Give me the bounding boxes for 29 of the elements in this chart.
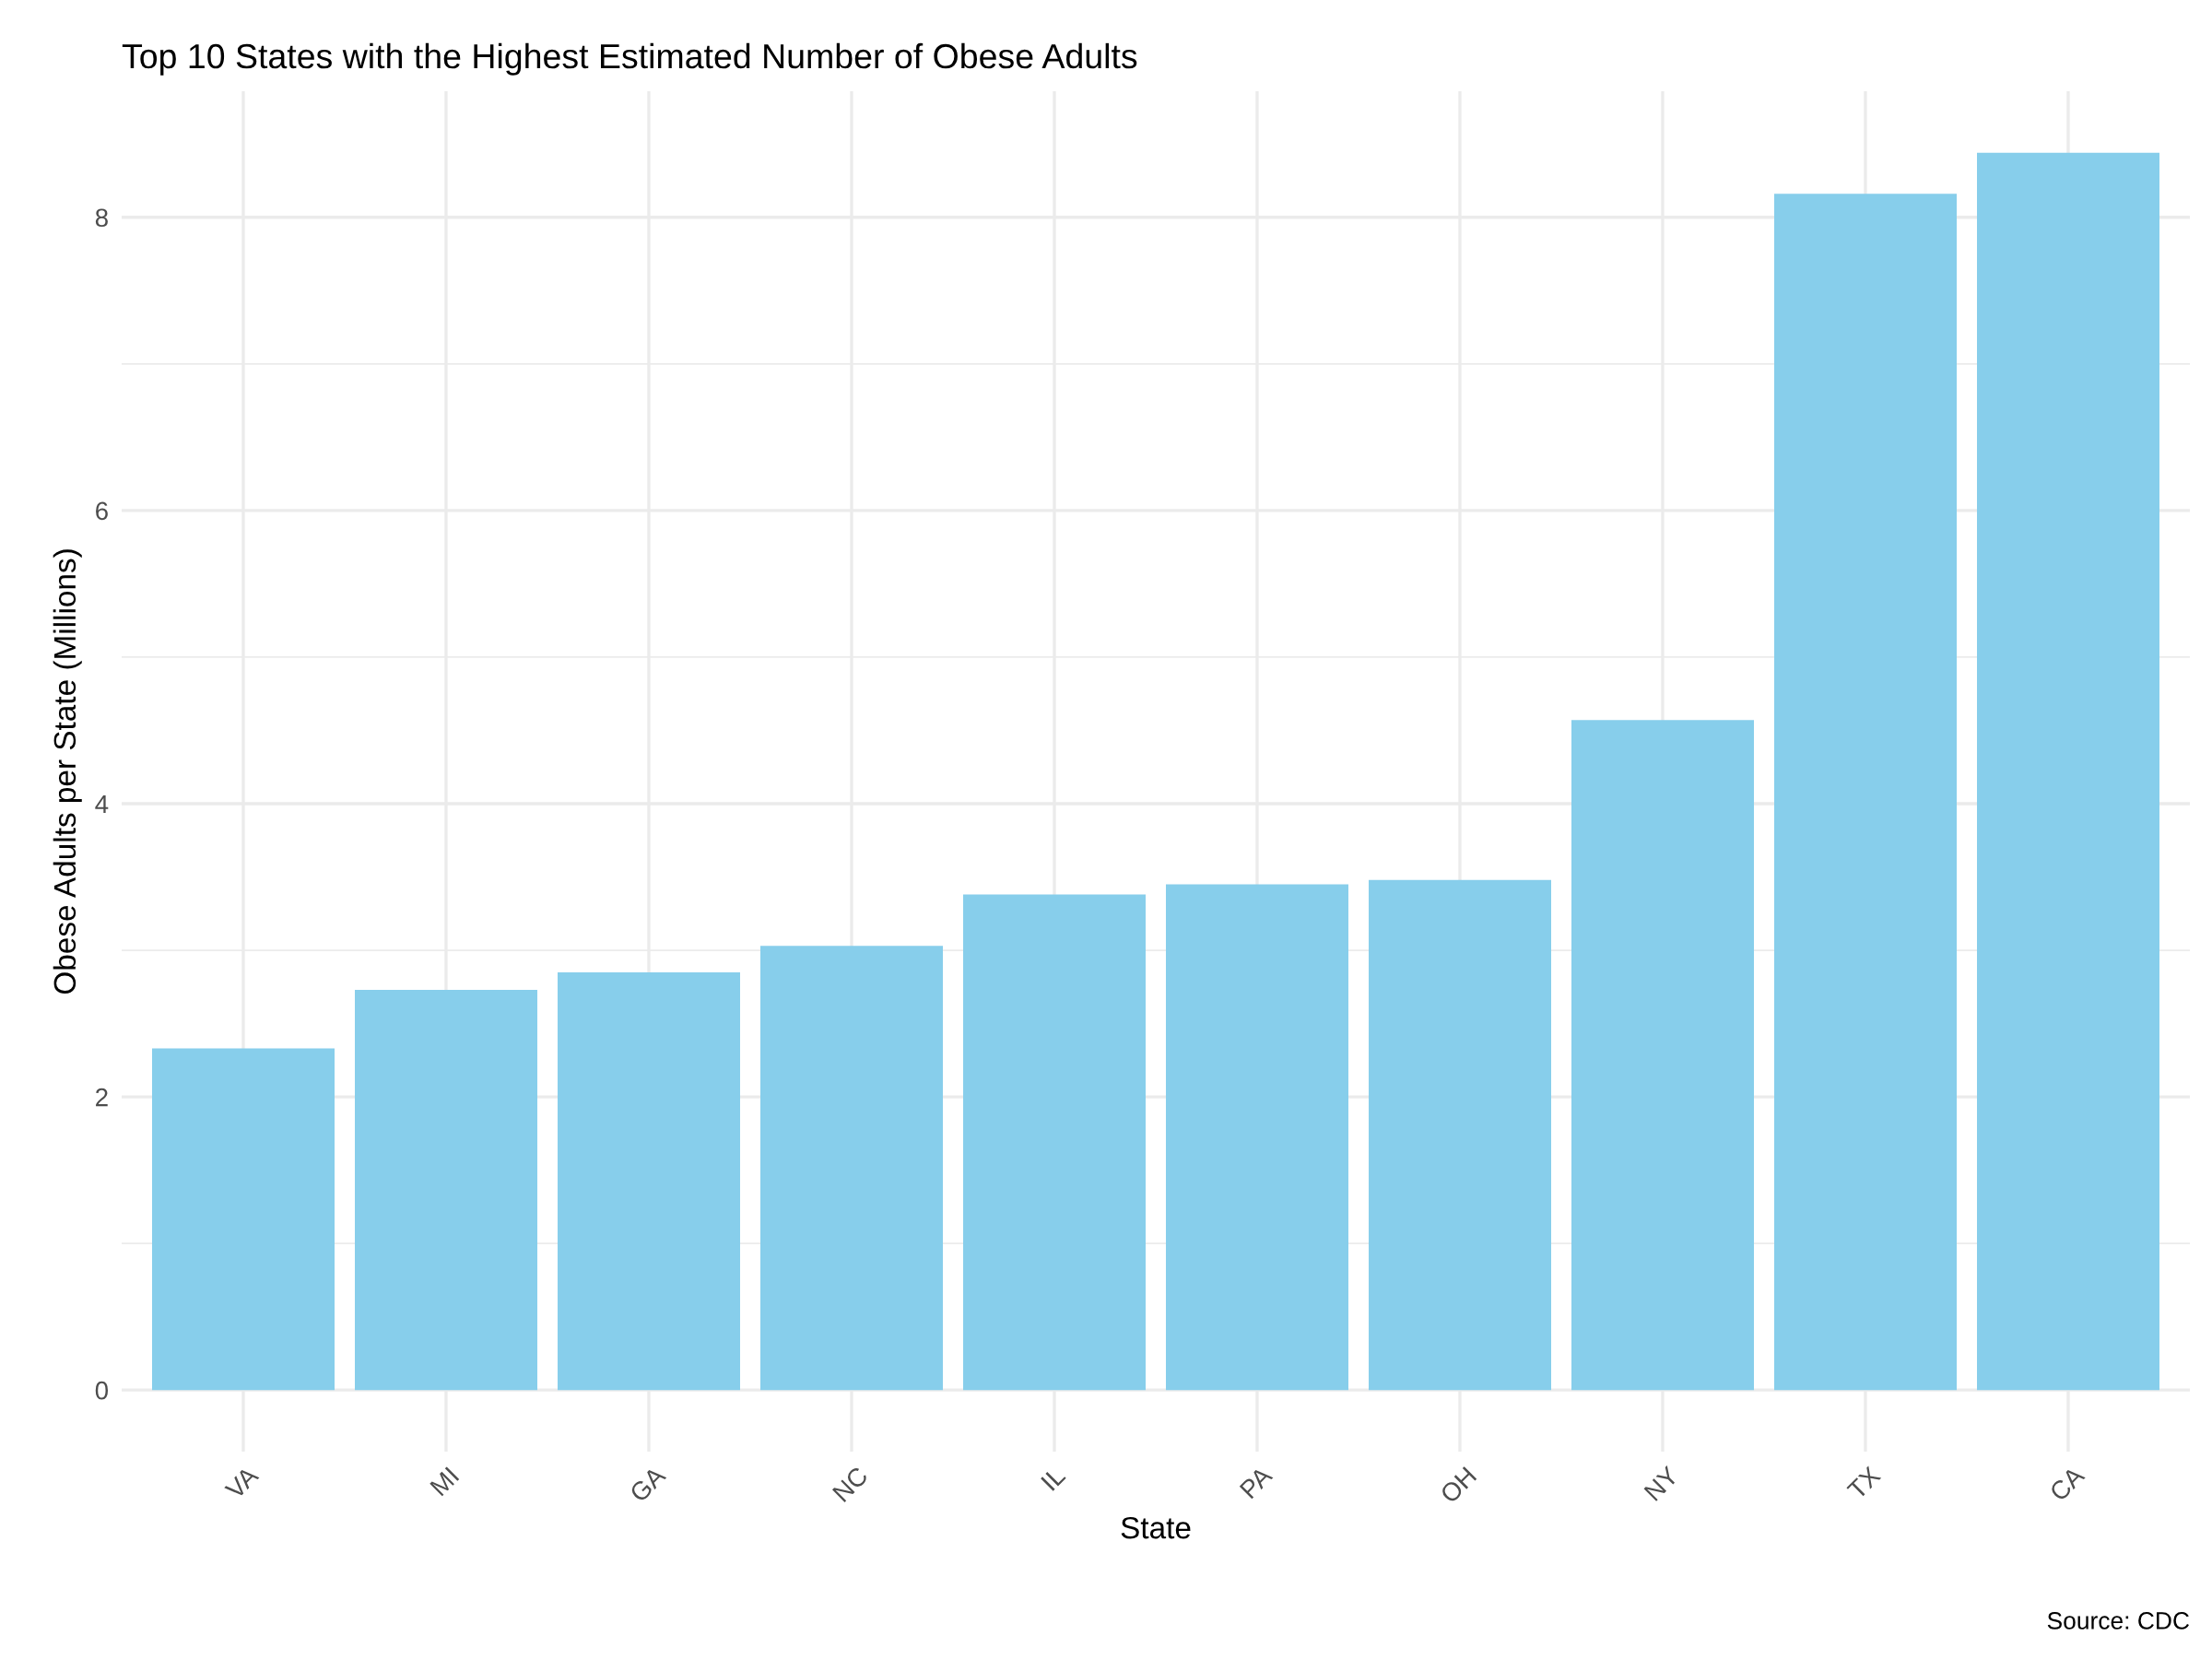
bar (1166, 884, 1348, 1391)
x-tick-label: TX (1846, 1465, 1882, 1500)
bar (558, 971, 740, 1391)
bar (1571, 720, 1754, 1391)
x-tick-label: GA (629, 1465, 667, 1503)
bar (963, 894, 1146, 1391)
y-axis-title: Obese Adults per State (Millions) (53, 549, 82, 994)
x-tick-label: NC (831, 1465, 869, 1503)
y-tick-label: 0 (95, 1381, 109, 1400)
y-tick-label: 4 (95, 794, 109, 814)
bar (152, 1048, 335, 1391)
x-tick-label: CA (2048, 1465, 2086, 1502)
source-note: Source: CDC (2047, 1612, 2189, 1630)
bar (1369, 879, 1551, 1391)
x-tick-label: PA (1239, 1465, 1274, 1500)
y-tick-label: 8 (95, 208, 108, 228)
bar (355, 989, 537, 1391)
x-axis-title: State (1121, 1516, 1191, 1539)
y-tick-label: 6 (96, 501, 108, 521)
y-tick-label: 2 (96, 1088, 108, 1107)
x-tick-label: IL (1041, 1465, 1066, 1491)
x-tick-label: VA (224, 1465, 260, 1500)
x-tick-label: OH (1439, 1466, 1477, 1504)
x-tick-label: NY (1643, 1465, 1680, 1501)
chart-title: Top 10 States with the Highest Estimated Number of Obese Adults (122, 42, 1137, 76)
bar (1977, 152, 2159, 1391)
bar (760, 946, 943, 1391)
bar (1774, 194, 1957, 1391)
x-tick-label: MI (429, 1466, 460, 1497)
